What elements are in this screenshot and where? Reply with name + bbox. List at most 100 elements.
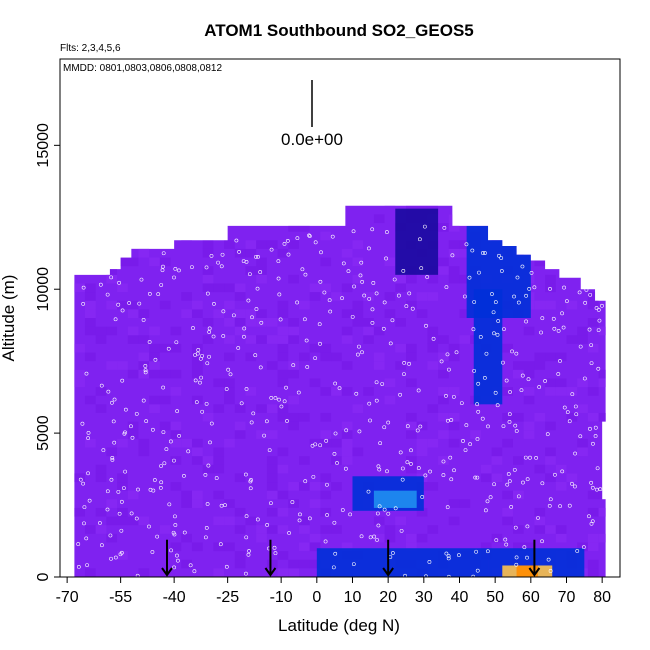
sample-point [468,442,472,447]
sample-point [472,368,477,373]
heatmap-cell [181,197,192,206]
heatmap-cell [224,300,235,310]
heatmap-cell [298,412,310,422]
heatmap-cell [288,205,299,215]
sample-point [558,504,562,509]
sample-point [109,556,113,561]
sample-point [190,265,194,269]
heatmap-cell [138,335,150,344]
x-tick-label: 80 [593,589,611,606]
heatmap-cell [298,525,310,534]
heatmap-cell [95,387,107,396]
sample-point [445,418,450,423]
sample-point [464,242,469,247]
sample-point [593,425,598,430]
heatmap-cell [106,447,118,457]
heatmap-cell [598,412,606,422]
sample-point [317,322,322,327]
sample-point [302,317,307,322]
heatmap-cell [566,300,578,310]
sample-point [534,456,539,460]
heatmap-cell [534,300,546,310]
sample-point [116,302,121,307]
sample-point [155,534,160,539]
sample-point [333,551,338,556]
heatmap-cell [459,499,471,508]
heatmap-cell [266,559,278,569]
sample-point [490,292,494,296]
sample-point [514,562,519,567]
heatmap-cell [181,214,192,224]
sample-point [203,535,208,540]
sample-point [509,504,514,509]
heatmap-cell [331,482,342,491]
sample-point [207,330,212,334]
heatmap-cell [566,266,578,275]
sample-point [477,270,481,275]
heatmap-cell [106,266,118,275]
heatmap-cell [577,257,588,267]
sample-point [207,326,212,331]
heatmap-cell [288,335,299,344]
heatmap-cell [523,387,535,396]
heatmap-cell [587,318,599,327]
heatmap-cell [127,369,139,379]
heatmap-cell [512,542,524,552]
heatmap-cell [159,257,171,267]
heatmap-cell [320,257,332,267]
heatmap-cell [545,223,556,232]
sample-point [348,512,353,517]
heatmap-cell [341,309,353,318]
heatmap-cell [213,404,225,413]
heatmap-cell [117,482,128,491]
sample-point [333,431,338,436]
heatmap-cell [534,525,546,534]
sample-point [372,534,376,539]
sample-point [256,254,260,259]
sample-point [520,264,525,269]
sample-point [562,405,567,410]
sample-point [513,525,518,530]
sample-point [444,394,448,398]
heatmap-cell [587,223,599,232]
heatmap-cell [384,309,396,318]
heatmap-cell [84,292,96,301]
heatmap-cell [534,412,546,422]
sample-point [109,275,114,280]
heatmap-cell [363,189,374,198]
heatmap-cell [363,292,374,301]
sample-point [182,530,187,535]
heatmap-cell [545,283,556,293]
heatmap-cell [106,189,117,198]
sample-point [192,569,197,574]
x-tick-label: -25 [216,589,239,606]
sample-point [407,291,412,296]
sample-point [424,323,428,328]
heatmap-cell [502,516,513,526]
sample-point [318,443,323,448]
heatmap-cell [95,335,107,344]
sample-point [99,543,104,548]
feature-mid-blob-core [373,490,417,508]
heatmap-cell [512,456,524,465]
sample-point [495,403,500,408]
heatmap-cell [277,507,289,517]
sample-point [405,460,410,465]
sample-point [303,272,308,277]
heatmap-cell [566,412,578,422]
sample-point [105,292,110,297]
heatmap-cell [234,309,246,318]
sample-point [350,314,355,319]
heatmap-cell [502,412,513,422]
heatmap-cell [598,378,606,388]
sample-point [219,264,224,269]
sample-point [362,293,367,298]
sample-point [514,351,519,356]
heatmap-cell [95,240,107,249]
heatmap-cell [470,430,481,439]
heatmap-cell [234,507,246,517]
sample-point [446,556,451,561]
heatmap-cell [545,240,556,249]
sample-point [462,294,467,299]
heatmap-cell [266,430,278,439]
